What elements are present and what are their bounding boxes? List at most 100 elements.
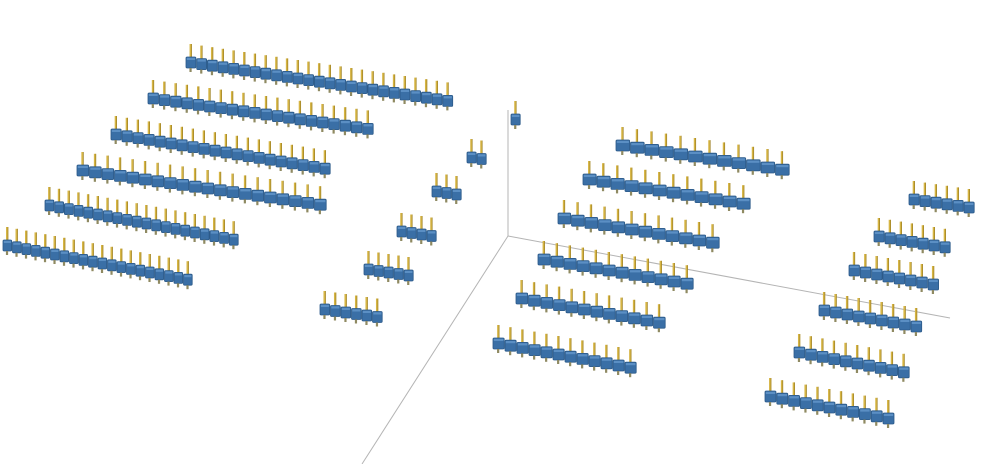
pin-foot [392, 98, 395, 103]
pin-shading [618, 208, 620, 223]
pin-foot [923, 206, 926, 211]
pin-foot [168, 188, 171, 193]
pin-shading [82, 152, 84, 166]
pin-foot [181, 190, 184, 195]
header-body-highlight [287, 158, 297, 161]
pin-header-row[interactable] [44, 187, 239, 250]
pin-header-row[interactable] [818, 292, 923, 336]
pin-shading [255, 53, 257, 68]
header-body-highlight [384, 267, 393, 270]
pin [643, 213, 647, 228]
pin-foot [832, 364, 835, 369]
pin-foot [532, 306, 535, 311]
pin-shading [193, 128, 194, 143]
header-body-highlight [379, 86, 388, 89]
pin-header-row[interactable] [908, 181, 975, 217]
header-body-highlight [55, 202, 63, 205]
pin-foot [276, 121, 279, 126]
header-body-highlight [65, 204, 73, 207]
header-body-highlight [298, 160, 308, 163]
pin [193, 168, 197, 183]
pin-shading [447, 82, 449, 97]
pin-shading [120, 157, 122, 172]
pin [545, 333, 548, 348]
pin-foot [202, 154, 205, 159]
pin-foot [243, 199, 246, 204]
pin-shading [914, 181, 915, 195]
pin-shading [150, 254, 151, 268]
pin [514, 101, 517, 115]
pin [116, 199, 119, 214]
pin-header-row[interactable] [582, 161, 751, 214]
pin-foot [106, 179, 109, 184]
pin-foot [344, 318, 347, 322]
pin-foot [62, 261, 66, 266]
pin-foot [607, 319, 610, 324]
header-body-highlight [77, 165, 88, 168]
header-body-highlight [747, 160, 760, 163]
header-body-highlight [174, 273, 182, 276]
pin-shading [266, 96, 268, 110]
pin-foot [671, 198, 675, 203]
pin-header-row[interactable] [557, 200, 720, 253]
pin-header-row[interactable] [431, 173, 462, 204]
pin [208, 88, 211, 102]
pin [407, 257, 410, 271]
pin [834, 294, 837, 308]
pin-header-row[interactable] [2, 227, 193, 290]
header-body-highlight [229, 64, 238, 67]
header-body-highlight [852, 358, 862, 361]
header-body-highlight [639, 227, 651, 230]
pin [714, 180, 717, 195]
pin-header-row[interactable] [537, 241, 694, 294]
pin-foot [328, 88, 331, 93]
pin-header-row[interactable] [466, 139, 487, 169]
pin-header-row[interactable] [185, 44, 454, 111]
pin [857, 298, 860, 312]
pin-shading [622, 254, 623, 269]
pin-foot [562, 224, 565, 228]
pin [497, 325, 500, 339]
pin-header-row[interactable] [793, 334, 910, 382]
pin-header-row[interactable] [510, 101, 521, 129]
pin-shading [170, 164, 172, 179]
pin-shading [893, 304, 895, 318]
header-body-highlight [427, 231, 436, 234]
pin [602, 163, 605, 178]
pin-header-row[interactable] [873, 218, 951, 257]
pin-shading [934, 227, 935, 241]
pin-shading [232, 173, 234, 188]
header-body-highlight [60, 251, 68, 254]
pin-shading [300, 100, 302, 115]
header-body-highlight [604, 309, 615, 312]
pin-shading [645, 213, 647, 228]
pin [898, 260, 901, 274]
header-body-highlight [467, 152, 476, 155]
pin [520, 280, 523, 294]
pin-foot [780, 404, 783, 409]
pin-shading [322, 104, 324, 118]
pin-header-models [2, 44, 975, 428]
header-body-highlight [517, 343, 528, 346]
pin [616, 165, 619, 180]
pin-shading [204, 130, 205, 145]
pin-header-row[interactable] [319, 291, 383, 327]
pin-header-row[interactable] [363, 251, 414, 285]
pin-header-row[interactable] [147, 80, 374, 139]
pin-shading [621, 297, 623, 312]
header-body-highlight [352, 122, 362, 125]
header-body-highlight [411, 91, 420, 94]
pin-foot [136, 143, 139, 148]
pin-header-row[interactable] [492, 325, 637, 378]
pin-foot [587, 185, 591, 189]
pin-header-row[interactable] [76, 152, 327, 215]
pin-header-row[interactable] [110, 116, 331, 179]
pin-header-row[interactable] [848, 252, 939, 294]
pin-header-row[interactable] [764, 378, 895, 428]
pin-header-row[interactable] [396, 213, 437, 246]
pin-header-row[interactable] [615, 127, 790, 180]
header-group-left-group [2, 44, 454, 290]
pin-header-row[interactable] [515, 280, 666, 333]
pin-shading [107, 155, 109, 170]
